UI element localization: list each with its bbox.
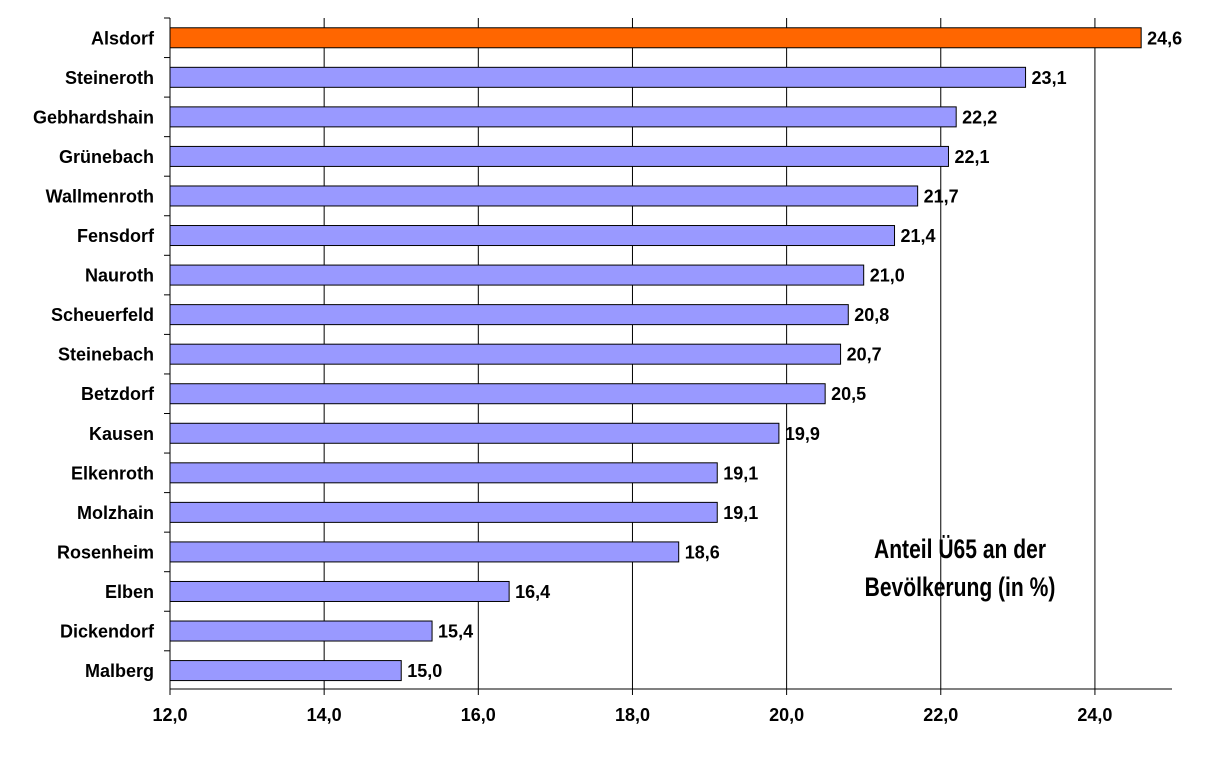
bar (169, 462, 718, 484)
bar (169, 660, 402, 682)
value-label: 19,1 (723, 503, 758, 523)
value-label: 20,7 (847, 345, 882, 365)
chart-title-line-2: Bevölkerung (in %) (864, 572, 1056, 602)
x-tick-label: 14,0 (307, 705, 342, 725)
category-label: Fensdorf (77, 226, 155, 246)
category-label: Elkenroth (71, 463, 154, 483)
value-label: 23,1 (1032, 68, 1067, 88)
value-label: 20,8 (854, 305, 889, 325)
value-label: 19,1 (723, 463, 758, 483)
value-label: 22,1 (954, 147, 989, 167)
x-tick-label: 16,0 (461, 705, 496, 725)
bar (169, 145, 949, 167)
bar (169, 541, 680, 563)
value-label: 21,0 (870, 266, 905, 286)
x-tick-label: 18,0 (615, 705, 650, 725)
bar (169, 422, 780, 444)
value-label: 21,4 (901, 226, 936, 246)
x-tick-label: 22,0 (923, 705, 958, 725)
category-label: Molzhain (77, 503, 154, 523)
bar (169, 343, 842, 365)
bar (169, 304, 849, 326)
category-label: Steinebach (58, 345, 154, 365)
value-label: 20,5 (831, 384, 866, 404)
category-label: Malberg (85, 661, 154, 681)
category-label: Elben (105, 582, 154, 602)
category-label: Kausen (89, 424, 154, 444)
chart-title: Anteil Ü65 an der Bevölkerung (in %) (851, 530, 1069, 606)
bar (169, 66, 1027, 88)
category-label: Scheuerfeld (51, 305, 154, 325)
value-label: 21,7 (924, 186, 959, 206)
bar (169, 501, 718, 523)
category-label: Dickendorf (60, 622, 155, 642)
category-label: Rosenheim (57, 542, 154, 562)
category-label: Gebhardshain (33, 107, 154, 127)
value-label: 16,4 (515, 582, 550, 602)
bar-highlight (169, 27, 1142, 49)
value-label: 15,0 (407, 661, 442, 681)
chart-title-line-1: Anteil Ü65 an der (873, 534, 1047, 564)
value-label: 22,2 (962, 107, 997, 127)
bar (169, 264, 865, 286)
bar (169, 580, 510, 602)
bar (169, 106, 957, 128)
bar (169, 383, 826, 405)
value-label: 24,6 (1147, 28, 1182, 48)
value-label: 15,4 (438, 622, 473, 642)
bar (169, 225, 896, 247)
category-label: Steineroth (65, 68, 154, 88)
x-tick-label: 20,0 (769, 705, 804, 725)
label-layer: 12,0 14,0 16,0 18,0 20,0 22,0 24,0 Alsdorf 24,6 S… (33, 28, 1182, 725)
bar (169, 620, 433, 642)
x-tick-label: 12,0 (152, 705, 187, 725)
category-label: Wallmenroth (46, 186, 154, 206)
category-label: Nauroth (85, 266, 154, 286)
category-label: Grünebach (59, 147, 154, 167)
value-label: 18,6 (685, 542, 720, 562)
bar (169, 185, 919, 207)
category-label: Betzdorf (81, 384, 155, 404)
axis-layer (164, 17, 1172, 695)
category-label: Alsdorf (91, 28, 155, 48)
value-label: 19,9 (785, 424, 820, 444)
x-tick-label: 24,0 (1077, 705, 1112, 725)
